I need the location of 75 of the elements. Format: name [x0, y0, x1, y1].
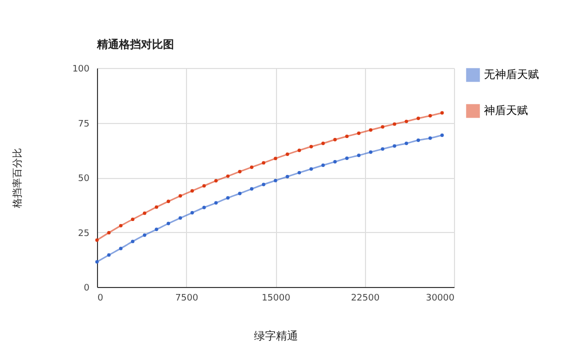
point: [345, 156, 349, 160]
point: [428, 136, 432, 140]
point: [107, 253, 111, 257]
point: [380, 125, 384, 129]
x-tick-label: 30000: [426, 294, 455, 304]
point: [333, 138, 337, 142]
point: [262, 182, 266, 186]
point: [368, 150, 372, 154]
y-axis-title: 格挡率百分比: [11, 148, 24, 209]
x-tick-label: 0: [98, 294, 104, 304]
point: [202, 184, 206, 188]
x-tick-label: 7500: [175, 294, 198, 304]
point: [178, 216, 182, 220]
point: [166, 222, 170, 226]
legend-label: 无神盾天赋: [484, 68, 539, 81]
point: [416, 116, 420, 120]
y-tick-label: 25: [78, 228, 90, 239]
point: [95, 238, 99, 242]
x-tick-label: 22500: [350, 294, 380, 304]
point: [202, 206, 206, 210]
point: [286, 174, 290, 178]
point: [262, 161, 266, 165]
point: [154, 228, 158, 232]
point: [238, 170, 242, 174]
point: [274, 178, 278, 182]
point: [166, 200, 170, 204]
point: [404, 120, 408, 124]
point: [428, 114, 432, 118]
point: [357, 132, 361, 135]
point: [274, 156, 278, 160]
point: [286, 152, 290, 156]
point: [440, 134, 444, 137]
point: [119, 224, 123, 228]
point: [95, 260, 99, 264]
point: [214, 201, 218, 205]
point: [250, 187, 254, 191]
point: [130, 240, 134, 244]
point: [190, 189, 194, 193]
point: [190, 211, 194, 214]
point: [333, 160, 337, 164]
point: [250, 165, 254, 169]
point: [309, 144, 313, 148]
point: [321, 164, 325, 167]
point: [119, 246, 123, 250]
point: [226, 196, 230, 200]
y-tick-label: 75: [78, 119, 90, 130]
point: [321, 142, 325, 146]
point: [309, 167, 313, 171]
y-tick-label: 0: [84, 284, 90, 294]
point: [214, 179, 218, 183]
point: [154, 205, 158, 209]
point: [298, 170, 302, 174]
point: [380, 147, 384, 151]
point: [238, 192, 242, 196]
point: [345, 134, 349, 138]
point: [142, 211, 146, 215]
y-tick-label: 100: [72, 64, 90, 74]
point: [404, 142, 408, 146]
y-tick-label: 50: [78, 174, 90, 184]
point: [130, 218, 134, 222]
point: [178, 194, 182, 198]
point: [392, 122, 396, 126]
point: [142, 233, 146, 237]
x-tick-label: 15000: [262, 294, 291, 304]
point: [357, 154, 361, 158]
x-axis-title: 绿字精通: [254, 330, 298, 342]
point: [392, 144, 396, 148]
point: [107, 230, 111, 234]
chart-title: 精通格挡对比图: [96, 38, 174, 51]
point: [368, 128, 372, 132]
point: [226, 174, 230, 178]
point: [440, 111, 444, 115]
point: [298, 148, 302, 152]
point: [416, 138, 420, 142]
legend-label: 神盾天赋: [484, 104, 528, 117]
